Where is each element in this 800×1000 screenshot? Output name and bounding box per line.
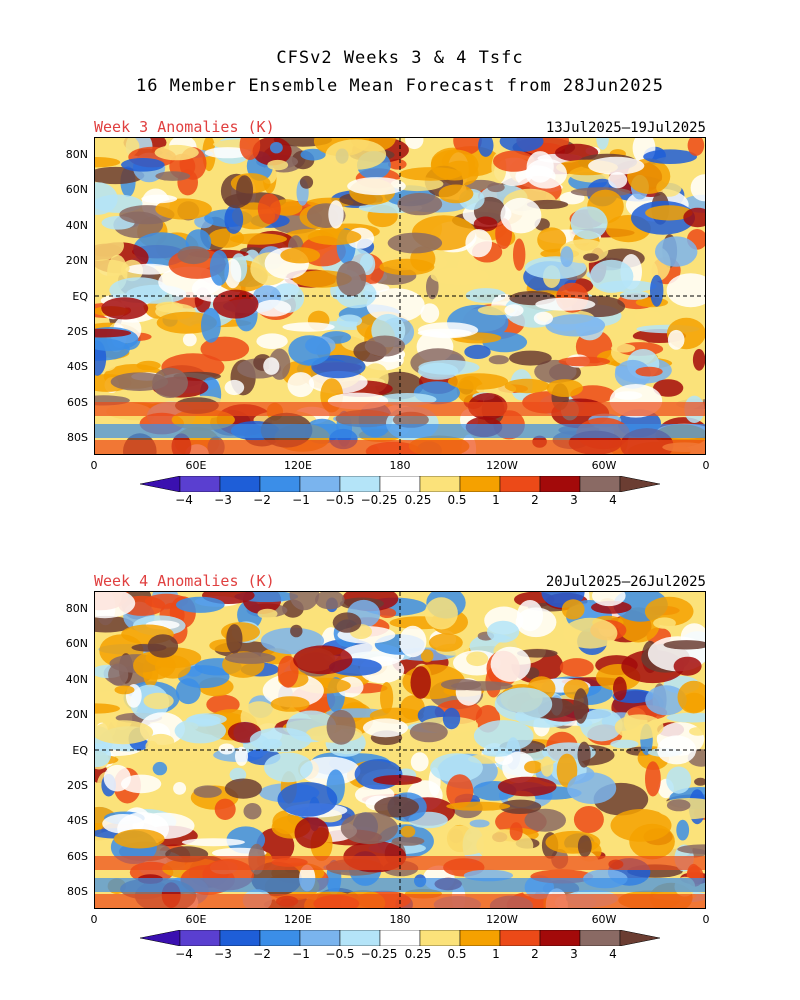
colorbar-bin	[579, 476, 621, 492]
colorbar-tick: 1	[492, 493, 500, 507]
page-subtitle: 16 Member Ensemble Mean Forecast from 28…	[135, 76, 665, 96]
colorbar-bin	[219, 930, 261, 946]
week4-colorbar-labels: −4 −3 −2 −1 −0.5 −0.25 0.25 0.5 1 2 3 4	[0, 947, 800, 965]
lat-label: 80N	[65, 602, 88, 615]
colorbar-bin	[379, 930, 421, 946]
week3-colorbar-labels: −4 −3 −2 −1 −0.5 −0.25 0.25 0.5 1 2 3 4	[0, 493, 800, 511]
colorbar-tick: −4	[175, 947, 193, 961]
colorbar-bin	[299, 930, 341, 946]
colorbar-tick: −4	[175, 493, 193, 507]
lon-label: 180	[389, 459, 411, 472]
lat-label: 20N	[65, 254, 88, 267]
colorbar-tick: 2	[531, 493, 539, 507]
colorbar-tick: 3	[570, 947, 578, 961]
colorbar-bin	[619, 476, 660, 492]
page-title: CFSv2 Weeks 3 & 4 Tsfc	[276, 48, 524, 68]
lat-label: 20S	[67, 779, 88, 792]
lon-label: 0	[702, 913, 710, 926]
colorbar-tick: −1	[292, 947, 310, 961]
colorbar-tick: 3	[570, 493, 578, 507]
lat-label: 40N	[65, 219, 88, 232]
colorbar-tick: 0.25	[404, 493, 432, 507]
week3-map	[94, 137, 706, 455]
colorbar-tick: −3	[214, 493, 232, 507]
colorbar-tick: 0.25	[404, 947, 432, 961]
week4-label: Week 4 Anomalies (K)	[94, 572, 275, 590]
week4-anomaly-field	[95, 592, 705, 908]
lat-label: 80N	[65, 148, 88, 161]
lat-label: 20N	[65, 708, 88, 721]
lat-label: 60S	[67, 850, 88, 863]
colorbar-bin	[459, 476, 501, 492]
colorbar-tick: 2	[531, 947, 539, 961]
lon-label: 0	[702, 459, 710, 472]
colorbar-tick: 0.5	[447, 947, 467, 961]
week3-dates: 13Jul2025—19Jul2025	[545, 120, 706, 136]
week3-label: Week 3 Anomalies (K)	[94, 118, 275, 136]
colorbar-bin	[179, 930, 221, 946]
week3-anomaly-field	[95, 138, 705, 454]
colorbar-tick: −0.25	[360, 493, 398, 507]
week4-map	[94, 591, 706, 909]
colorbar-tick: −0.25	[360, 947, 398, 961]
colorbar-tick: 1	[492, 947, 500, 961]
colorbar-tick: 0.5	[447, 493, 467, 507]
colorbar-bin	[419, 476, 461, 492]
colorbar-tick: −1	[292, 493, 310, 507]
colorbar-bin	[539, 930, 581, 946]
lon-label: 60W	[591, 459, 617, 472]
colorbar-tick: 4	[609, 493, 617, 507]
colorbar-bin	[619, 930, 660, 946]
lon-label: 120W	[486, 459, 518, 472]
lon-label: 60E	[185, 459, 207, 472]
colorbar-bin	[140, 930, 181, 946]
week4-dates: 20Jul2025—26Jul2025	[545, 574, 706, 590]
colorbar-bin	[140, 476, 181, 492]
colorbar-bin	[259, 930, 301, 946]
lat-label: 60N	[65, 637, 88, 650]
lon-label: 0	[90, 913, 98, 926]
lat-label: 80S	[67, 431, 88, 444]
colorbar-bin	[179, 476, 221, 492]
colorbar-bin	[419, 930, 461, 946]
lon-label: 120E	[284, 913, 312, 926]
lon-label: 120E	[284, 459, 312, 472]
lon-label: 0	[90, 459, 98, 472]
lon-label: 180	[389, 913, 411, 926]
lat-label: 40S	[67, 814, 88, 827]
colorbar-bin	[379, 476, 421, 492]
lat-label: EQ	[72, 290, 88, 303]
lon-label: 120W	[486, 913, 518, 926]
colorbar-tick: 4	[609, 947, 617, 961]
colorbar-bin	[299, 476, 341, 492]
colorbar-bin	[579, 930, 621, 946]
colorbar-bin	[259, 476, 301, 492]
lat-label: 60N	[65, 183, 88, 196]
lat-label: EQ	[72, 744, 88, 757]
colorbar-bin	[459, 930, 501, 946]
week3-colorbar	[140, 476, 660, 492]
colorbar-bin	[499, 930, 541, 946]
colorbar-bin	[339, 930, 381, 946]
lat-label: 40N	[65, 673, 88, 686]
lat-label: 40S	[67, 360, 88, 373]
lon-label: 60E	[185, 913, 207, 926]
colorbar-tick: −0.5	[325, 493, 355, 507]
colorbar-tick: −3	[214, 947, 232, 961]
lat-label: 20S	[67, 325, 88, 338]
colorbar-bin	[339, 476, 381, 492]
week4-colorbar	[140, 930, 660, 946]
lat-label: 60S	[67, 396, 88, 409]
colorbar-tick: −2	[253, 947, 271, 961]
colorbar-bin	[539, 476, 581, 492]
colorbar-bin	[219, 476, 261, 492]
lon-label: 60W	[591, 913, 617, 926]
colorbar-bin	[499, 476, 541, 492]
colorbar-tick: −2	[253, 493, 271, 507]
colorbar-tick: −0.5	[325, 947, 355, 961]
lat-label: 80S	[67, 885, 88, 898]
